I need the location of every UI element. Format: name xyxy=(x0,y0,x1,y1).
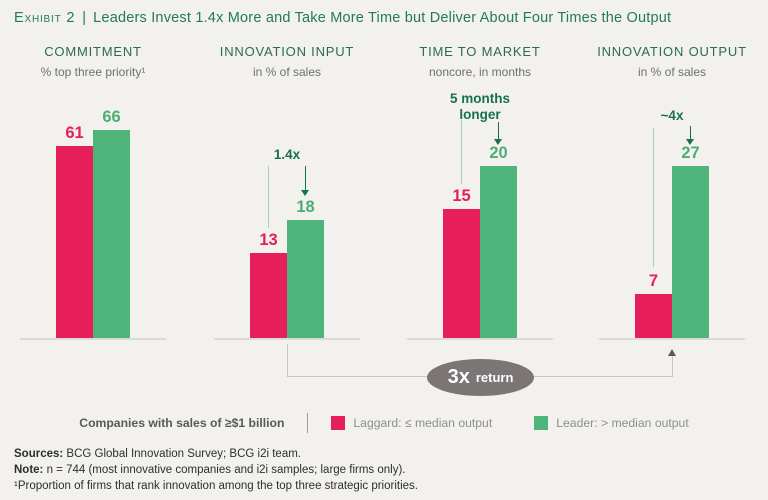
exhibit-label: Exhibit 2 xyxy=(14,10,76,26)
legend-item-laggard: Laggard: ≤ median output xyxy=(331,416,492,430)
leader-bar xyxy=(480,166,517,339)
down-arrow-icon xyxy=(686,126,694,145)
note-text: n = 744 (most innovative companies and i… xyxy=(43,464,406,477)
laggard-value-label: 7 xyxy=(648,271,659,290)
up-arrow-icon xyxy=(668,349,676,356)
axis-baseline xyxy=(214,338,360,340)
panel-title: TIME TO MARKET xyxy=(419,44,541,59)
callout-3x-return: 3x return xyxy=(427,359,534,396)
axis-baseline xyxy=(407,338,553,340)
laggard-bar xyxy=(443,209,480,339)
down-arrow-icon xyxy=(494,122,502,145)
annotation-bracket-line xyxy=(653,128,654,267)
annotation-label: 1.4x xyxy=(273,147,301,162)
laggard-swatch-icon xyxy=(331,416,346,430)
annotation-label: ~4x xyxy=(660,108,684,123)
leader-value-label: 27 xyxy=(681,143,700,162)
panel-time-to-market: TIME TO MARKET noncore, in months 5 mont… xyxy=(387,44,573,340)
annotation-label: 5 months longer xyxy=(449,91,510,122)
sources-line: Sources: BCG Global Innovation Survey; B… xyxy=(14,446,418,462)
leader-bar xyxy=(672,166,709,339)
laggard-bar xyxy=(56,146,93,339)
panel-subtitle: noncore, in months xyxy=(428,65,532,79)
leader-bar xyxy=(93,130,130,339)
sources-text: BCG Global Innovation Survey; BCG i2i te… xyxy=(63,448,301,460)
leader-bar xyxy=(287,220,324,339)
down-arrow-icon xyxy=(301,166,309,196)
page-title: Exhibit 2 | Leaders Invest 1.4x More and T… xyxy=(14,10,671,26)
note-label: Note: xyxy=(14,464,44,477)
legend-context: Companies with sales of ≥$1 billion xyxy=(79,416,285,430)
legend-item-leader: Leader: > median output xyxy=(534,416,689,430)
laggard-value-label: 61 xyxy=(65,123,84,142)
panel-subtitle: in % of sales xyxy=(637,65,707,79)
panel-subtitle: in % of sales xyxy=(252,65,322,79)
note-line: Note: n = 744 (most innovative companies… xyxy=(14,462,418,478)
leader-value-label: 20 xyxy=(489,143,508,162)
legend-item-label: Leader: > median output xyxy=(556,416,689,430)
laggard-value-label: 15 xyxy=(452,186,471,205)
axis-baseline xyxy=(599,338,745,340)
panel-title: COMMITMENT xyxy=(44,44,142,59)
annotation-bracket-line xyxy=(461,120,462,184)
legend-item-label: Laggard: ≤ median output xyxy=(353,416,493,430)
legend: Companies with sales of ≥$1 billion Lagg… xyxy=(0,412,768,434)
panel-commitment: COMMITMENT % top three priority¹ 61 66 xyxy=(0,44,186,340)
leader-value-label: 66 xyxy=(102,107,121,126)
panel-subtitle: % top three priority¹ xyxy=(40,65,146,79)
leader-value-label: 18 xyxy=(296,197,315,216)
panel-title: INNOVATION INPUT xyxy=(219,44,355,59)
callout-multiplier: 3x xyxy=(447,366,470,388)
footer-notes: Sources: BCG Global Innovation Survey; B… xyxy=(14,446,418,494)
laggard-bar xyxy=(635,294,672,339)
title-separator: | xyxy=(82,10,87,26)
footnote-line: ¹Proportion of firms that rank innovatio… xyxy=(14,480,418,493)
title-text: Leaders Invest 1.4x More and Take More T… xyxy=(93,10,672,26)
connector-line-right xyxy=(672,356,673,377)
panel-title: INNOVATION OUTPUT xyxy=(597,44,747,59)
panel-innovation-output: INNOVATION OUTPUT in % of sales ~4x 7 27 xyxy=(579,44,765,340)
axis-baseline xyxy=(20,338,166,340)
laggard-value-label: 13 xyxy=(259,230,278,249)
sources-label: Sources: xyxy=(14,448,64,460)
leader-swatch-icon xyxy=(534,416,549,430)
annotation-bracket-line xyxy=(268,166,269,228)
connector-line-left xyxy=(287,344,288,377)
callout-word: return xyxy=(475,370,514,385)
panel-innovation-input: INNOVATION INPUT in % of sales 1.4x 13 1… xyxy=(194,44,380,340)
laggard-bar xyxy=(250,253,287,339)
legend-divider xyxy=(307,413,309,433)
